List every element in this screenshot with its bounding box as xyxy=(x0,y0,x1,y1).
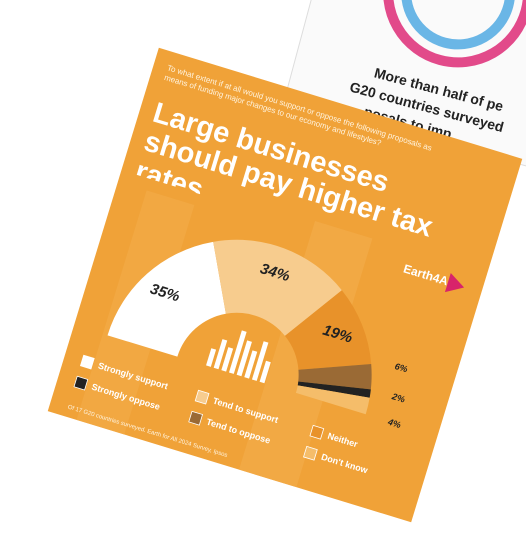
background-card: More than half of pe G20 countries surve… xyxy=(283,0,526,180)
decor xyxy=(206,348,217,367)
data-label: 2% xyxy=(390,391,406,405)
data-label: 6% xyxy=(394,361,409,374)
decor xyxy=(251,341,269,381)
decor xyxy=(259,360,271,384)
decor xyxy=(228,330,247,374)
decor xyxy=(244,350,258,379)
segment xyxy=(297,381,371,398)
decor xyxy=(401,0,516,50)
legend-swatch xyxy=(79,354,95,370)
segment xyxy=(295,385,370,415)
segment xyxy=(107,241,226,357)
legend-swatch xyxy=(73,375,89,391)
legend-swatch xyxy=(309,424,325,440)
legend-swatch xyxy=(303,445,318,461)
decor xyxy=(221,347,234,372)
decor xyxy=(213,339,228,370)
segment xyxy=(298,363,372,390)
segment xyxy=(213,239,342,336)
segment xyxy=(284,290,372,370)
logo-mark xyxy=(444,272,465,293)
legend-swatch xyxy=(188,410,204,426)
data-label: 4% xyxy=(386,416,402,430)
legend-swatch xyxy=(194,389,210,405)
decor xyxy=(236,340,252,377)
